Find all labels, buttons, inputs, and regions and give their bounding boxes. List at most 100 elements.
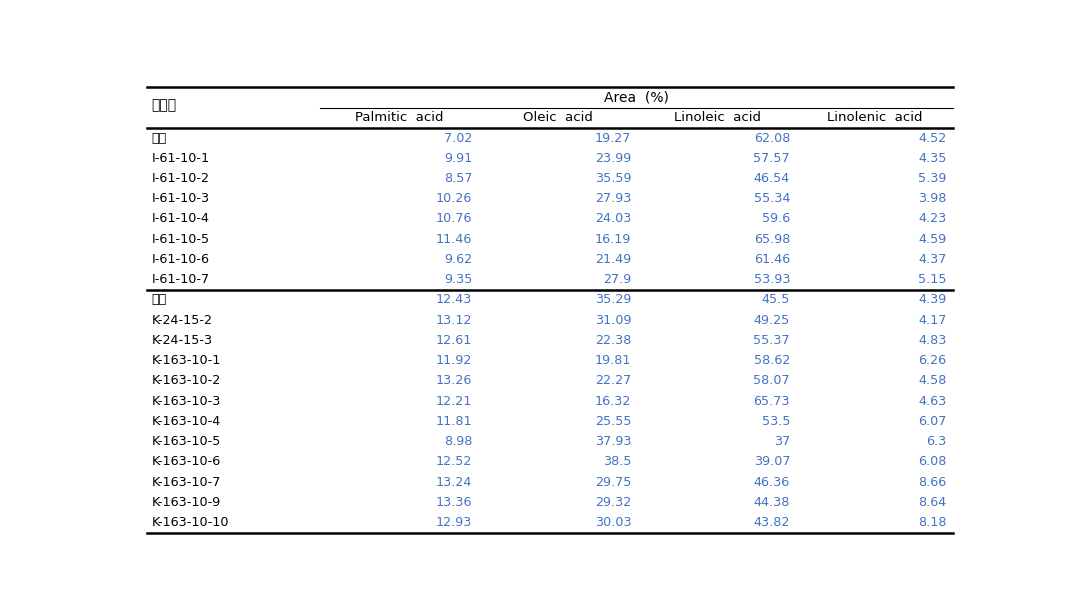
Text: 4.39: 4.39: [918, 293, 946, 307]
Text: 6.07: 6.07: [918, 415, 946, 428]
Text: K-163-10-3: K-163-10-3: [151, 395, 221, 408]
Text: 8.57: 8.57: [444, 172, 472, 185]
Text: I-61-10-2: I-61-10-2: [151, 172, 209, 185]
Text: K-163-10-4: K-163-10-4: [151, 415, 221, 428]
Text: 3.98: 3.98: [918, 192, 946, 205]
Text: 4.58: 4.58: [918, 375, 946, 387]
Text: K-163-10-1: K-163-10-1: [151, 354, 221, 367]
Text: Linolenic  acid: Linolenic acid: [827, 111, 923, 124]
Text: 8.18: 8.18: [918, 516, 946, 529]
Text: 12.93: 12.93: [436, 516, 472, 529]
Text: 24.03: 24.03: [594, 213, 631, 225]
Text: 57.57: 57.57: [753, 152, 790, 165]
Text: Oleic  acid: Oleic acid: [524, 111, 593, 124]
Text: 58.62: 58.62: [753, 354, 790, 367]
Text: 31.09: 31.09: [594, 313, 631, 327]
Text: K-163-10-6: K-163-10-6: [151, 455, 221, 469]
Text: 43.82: 43.82: [753, 516, 790, 529]
Text: 일미: 일미: [151, 131, 166, 145]
Text: 4.59: 4.59: [918, 233, 946, 246]
Text: Linoleic  acid: Linoleic acid: [674, 111, 761, 124]
Text: 46.36: 46.36: [754, 475, 790, 489]
Text: 4.63: 4.63: [918, 395, 946, 408]
Text: 12.61: 12.61: [436, 334, 472, 347]
Text: 59.6: 59.6: [762, 213, 790, 225]
Text: 6.26: 6.26: [918, 354, 946, 367]
Text: 11.46: 11.46: [436, 233, 472, 246]
Text: 45.5: 45.5: [762, 293, 790, 307]
Text: 6.3: 6.3: [926, 435, 946, 448]
Text: 53.5: 53.5: [762, 415, 790, 428]
Text: 9.91: 9.91: [444, 152, 472, 165]
Text: 16.32: 16.32: [594, 395, 631, 408]
Text: K-24-15-2: K-24-15-2: [151, 313, 212, 327]
Text: 4.83: 4.83: [918, 334, 946, 347]
Text: 13.26: 13.26: [436, 375, 472, 387]
Text: 8.98: 8.98: [444, 435, 472, 448]
Text: 5.15: 5.15: [918, 273, 946, 286]
Text: K-24-15-3: K-24-15-3: [151, 334, 212, 347]
Text: K-163-10-9: K-163-10-9: [151, 496, 221, 509]
Text: 37.93: 37.93: [594, 435, 631, 448]
Text: 37: 37: [774, 435, 790, 448]
Text: 53.93: 53.93: [753, 273, 790, 286]
Text: K-163-10-7: K-163-10-7: [151, 475, 221, 489]
Text: 4.17: 4.17: [918, 313, 946, 327]
Text: I-61-10-1: I-61-10-1: [151, 152, 209, 165]
Text: 11.81: 11.81: [436, 415, 472, 428]
Text: 9.62: 9.62: [444, 253, 472, 266]
Text: 광안: 광안: [151, 293, 166, 307]
Text: Area  (%): Area (%): [604, 90, 670, 104]
Text: K-163-10-2: K-163-10-2: [151, 375, 221, 387]
Text: 4.23: 4.23: [918, 213, 946, 225]
Text: I-61-10-7: I-61-10-7: [151, 273, 209, 286]
Text: 13.24: 13.24: [436, 475, 472, 489]
Text: 61.46: 61.46: [754, 253, 790, 266]
Text: 23.99: 23.99: [594, 152, 631, 165]
Text: 65.98: 65.98: [753, 233, 790, 246]
Text: 39.07: 39.07: [753, 455, 790, 469]
Text: 62.08: 62.08: [753, 131, 790, 145]
Text: 8.66: 8.66: [918, 475, 946, 489]
Text: 11.92: 11.92: [436, 354, 472, 367]
Text: 44.38: 44.38: [753, 496, 790, 509]
Text: I-61-10-3: I-61-10-3: [151, 192, 209, 205]
Text: 10.76: 10.76: [436, 213, 472, 225]
Text: 8.64: 8.64: [918, 496, 946, 509]
Text: 9.35: 9.35: [444, 273, 472, 286]
Text: 12.43: 12.43: [436, 293, 472, 307]
Text: 65.73: 65.73: [753, 395, 790, 408]
Text: 12.21: 12.21: [436, 395, 472, 408]
Text: K-163-10-10: K-163-10-10: [151, 516, 230, 529]
Text: 55.37: 55.37: [753, 334, 790, 347]
Text: 49.25: 49.25: [754, 313, 790, 327]
Text: 19.27: 19.27: [594, 131, 631, 145]
Text: 5.39: 5.39: [918, 172, 946, 185]
Text: Palmitic  acid: Palmitic acid: [355, 111, 444, 124]
Text: I-61-10-5: I-61-10-5: [151, 233, 209, 246]
Text: 21.49: 21.49: [594, 253, 631, 266]
Text: 4.37: 4.37: [918, 253, 946, 266]
Text: I-61-10-6: I-61-10-6: [151, 253, 209, 266]
Text: 계통명: 계통명: [151, 98, 177, 112]
Text: 29.32: 29.32: [594, 496, 631, 509]
Text: 12.52: 12.52: [436, 455, 472, 469]
Text: 4.52: 4.52: [918, 131, 946, 145]
Text: 30.03: 30.03: [594, 516, 631, 529]
Text: 35.59: 35.59: [594, 172, 631, 185]
Text: 13.12: 13.12: [436, 313, 472, 327]
Text: 25.55: 25.55: [594, 415, 631, 428]
Text: 19.81: 19.81: [594, 354, 631, 367]
Text: 55.34: 55.34: [753, 192, 790, 205]
Text: 27.93: 27.93: [594, 192, 631, 205]
Text: 46.54: 46.54: [754, 172, 790, 185]
Text: 13.36: 13.36: [436, 496, 472, 509]
Text: 10.26: 10.26: [436, 192, 472, 205]
Text: 58.07: 58.07: [753, 375, 790, 387]
Text: 38.5: 38.5: [603, 455, 631, 469]
Text: 29.75: 29.75: [594, 475, 631, 489]
Text: 6.08: 6.08: [918, 455, 946, 469]
Text: I-61-10-4: I-61-10-4: [151, 213, 209, 225]
Text: 16.19: 16.19: [594, 233, 631, 246]
Text: 22.27: 22.27: [594, 375, 631, 387]
